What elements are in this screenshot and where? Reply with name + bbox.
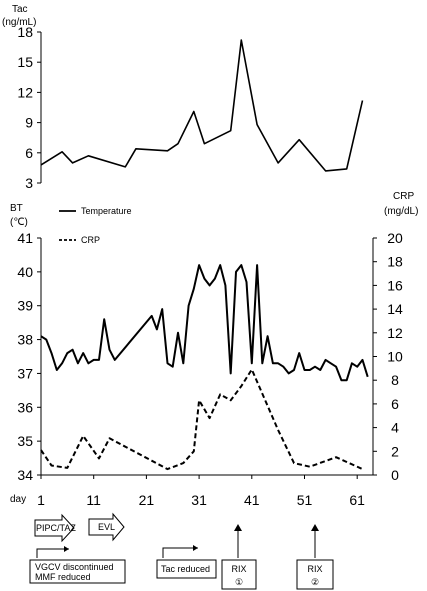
pipc-label: PIPC/TAZ (36, 523, 76, 533)
x-tick-label: 61 (349, 492, 365, 508)
tac-reduced-box (156, 559, 217, 579)
rix2-label-line2: ② (311, 577, 319, 587)
legend: Temperature CRP (59, 206, 132, 245)
bt-tick-label: 36 (17, 399, 33, 415)
crp-line (40, 368, 363, 471)
crp-tick-label: 0 (391, 467, 399, 483)
crp-tick-label: 2 (391, 443, 399, 459)
crp-tick-label: 10 (387, 349, 403, 365)
bt-axis (37, 237, 377, 479)
bt-tick-labels: 41 40 39 38 37 36 35 34 (17, 230, 33, 483)
vgcv-box (29, 559, 126, 584)
x-axis-title: day (10, 494, 26, 505)
tac-axis-unit: (ng/mL) (2, 17, 36, 28)
tac-axis-title: Tac (12, 4, 28, 15)
bt-tick-label: 34 (17, 467, 33, 483)
vgcv-arrow-head (64, 546, 69, 552)
bt-axis-unit: (℃) (10, 217, 28, 228)
bt-tick-label: 35 (17, 433, 33, 449)
vgcv-arrow-line (36, 548, 69, 558)
legend-temperature-label: Temperature (81, 206, 132, 216)
crp-tick-label: 8 (391, 372, 399, 388)
crp-tick-label: 20 (387, 230, 403, 246)
tac-tick-label: 15 (17, 54, 33, 70)
rix2-box (296, 559, 334, 590)
vgcv-label-line1: VGCV discontinued (35, 562, 114, 572)
rix1-label-line1: RIX (231, 564, 246, 574)
tac-reduced-label: Tac reduced (161, 564, 210, 574)
tac-reduced-arrow-head (193, 545, 198, 551)
tac-tick-label: 18 (17, 24, 33, 40)
tac-series (40, 39, 364, 172)
x-tick-label: 1 (37, 492, 45, 508)
tac-tick-labels: 18 15 12 9 6 3 (17, 24, 33, 191)
rix1-box (221, 559, 257, 590)
tac-line (40, 39, 364, 172)
evl-label: EVL (98, 522, 115, 532)
tac-tick-label: 3 (25, 175, 33, 191)
rix2-arrow-head (311, 524, 319, 531)
temperature-series (40, 264, 369, 382)
legend-crp-label: CRP (81, 235, 100, 245)
tac-tick-label: 6 (25, 145, 33, 161)
temperature-line (40, 264, 369, 382)
annotation-vgcv: VGCV discontinued MMF reduced (29, 546, 126, 584)
annotation-rix2: RIX ② (296, 524, 334, 590)
rix1-label-line2: ① (235, 577, 243, 587)
vgcv-label-line2: MMF reduced (35, 572, 91, 582)
day-tick-labels: 1 11 21 31 41 51 61 (37, 492, 365, 508)
tac-tick-label: 12 (17, 84, 33, 100)
crp-tick-label: 18 (387, 254, 403, 270)
annotation-pipc: PIPC/TAZ (34, 513, 76, 543)
annotation-tac-reduced: Tac reduced (156, 545, 217, 579)
crp-axis-title: CRP (393, 191, 414, 202)
bt-tick-label: 40 (17, 264, 33, 280)
x-tick-label: 11 (86, 492, 101, 508)
pipc-arrow-shape (34, 513, 75, 543)
tac-axis (37, 31, 42, 184)
bt-axis-title: BT (10, 203, 23, 214)
bt-tick-label: 39 (17, 298, 33, 314)
crp-tick-label: 6 (391, 396, 399, 412)
x-tick-label: 21 (139, 492, 155, 508)
crp-tick-label: 14 (387, 301, 403, 317)
x-tick-label: 51 (297, 492, 313, 508)
tac-reduced-arrow-line (162, 547, 198, 558)
bt-tick-label: 41 (17, 230, 33, 246)
tac-tick-label: 9 (25, 115, 33, 131)
evl-arrow-shape (88, 512, 125, 542)
crp-axis-unit: (mg/dL) (384, 206, 418, 217)
crp-tick-label: 12 (387, 325, 403, 341)
annotation-rix1: RIX ① (221, 524, 257, 590)
bt-tick-label: 37 (17, 365, 33, 381)
rix1-arrow-head (234, 524, 242, 531)
rix2-label-line1: RIX (307, 564, 322, 574)
crp-tick-label: 16 (387, 277, 403, 293)
crp-series (40, 368, 363, 471)
annotation-evl: EVL (88, 512, 125, 542)
x-tick-label: 31 (191, 492, 207, 508)
bt-tick-label: 38 (17, 332, 33, 348)
crp-tick-label: 4 (391, 420, 399, 436)
x-tick-label: 41 (244, 492, 260, 508)
